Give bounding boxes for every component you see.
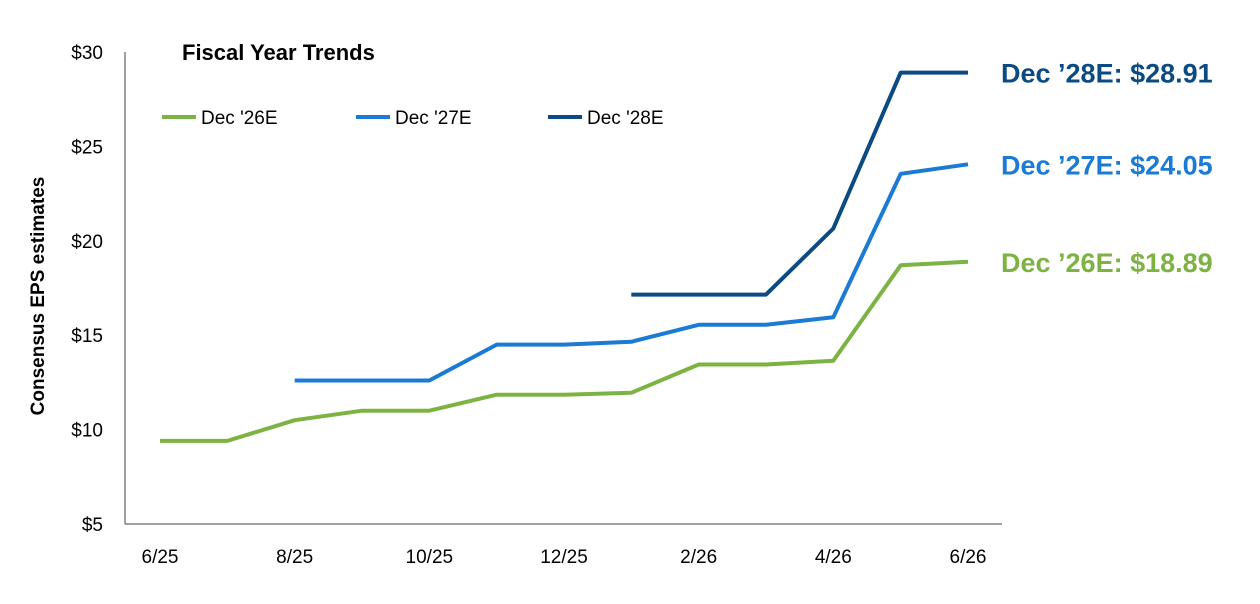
- legend-label: Dec '26E: [201, 108, 278, 129]
- series-end-label: Dec ’27E: $24.05: [1001, 150, 1213, 180]
- plot-lines: [160, 70, 969, 443]
- x-tick-label: 12/25: [540, 547, 588, 568]
- legend-label: Dec '27E: [395, 108, 472, 129]
- x-tick-label: 2/26: [680, 547, 717, 568]
- y-axis-label: Consensus EPS estimates: [28, 177, 49, 416]
- y-tick-label: $15: [71, 326, 103, 347]
- end-labels: Dec ’26E: $18.89 Dec ’27E: $24.05 Dec ’28E…: [1001, 59, 1213, 278]
- chart-title: Fiscal Year Trends: [182, 40, 375, 65]
- x-tick-label: 6/26: [950, 547, 987, 568]
- y-tick-labels: $5 $10 $15 $20 $25 $30: [71, 43, 103, 536]
- y-tick-label: $10: [71, 421, 103, 442]
- series-line-1: [160, 259, 969, 443]
- series-line-2: [294, 162, 969, 383]
- y-tick-label: $5: [82, 515, 103, 536]
- series-end-label: Dec ’28E: $28.91: [1001, 59, 1213, 89]
- series-line-3: [631, 70, 968, 297]
- y-tick-label: $20: [71, 232, 103, 253]
- series-end-label: Dec ’26E: $18.89: [1001, 248, 1213, 278]
- x-tick-labels: 6/25 8/25 10/25 12/25 2/26 4/26 6/26: [142, 547, 987, 568]
- x-tick-label: 8/25: [276, 547, 313, 568]
- x-tick-label: 4/26: [815, 547, 852, 568]
- x-tick-label: 10/25: [406, 547, 454, 568]
- legend: Dec '26E Dec '27E Dec '28E: [162, 108, 664, 129]
- legend-label: Dec '28E: [587, 108, 664, 129]
- y-tick-label: $25: [71, 137, 103, 158]
- x-tick-label: 6/25: [142, 547, 179, 568]
- y-tick-label: $30: [71, 43, 103, 64]
